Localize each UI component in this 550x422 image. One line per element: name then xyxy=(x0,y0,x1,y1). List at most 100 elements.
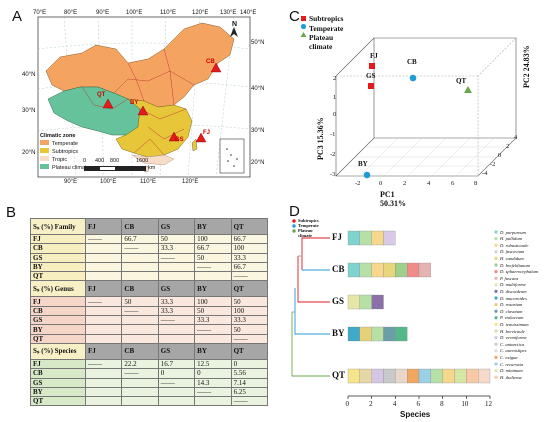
bar-segment-qt xyxy=(430,368,443,384)
species-legend-label: D. rosarium xyxy=(500,302,523,308)
row-label: CB xyxy=(30,243,86,254)
legend-item-subtropics: Subtropics xyxy=(40,148,90,156)
row-label: BY xyxy=(30,261,86,273)
table-cell: —— xyxy=(157,315,196,326)
table-cell: 50 xyxy=(230,324,269,335)
similarity-table-panel: Sₛ (%) Family FJ CB GS BY QT FJ —— 66.7 50 100 66.7… xyxy=(30,218,269,407)
species-legend-label: D. vermiforme xyxy=(500,335,527,341)
tree-branch xyxy=(301,237,330,270)
scale-tick-0: 0 xyxy=(83,158,87,164)
site-cb-label: CB xyxy=(206,59,215,65)
lon-tick-top-0: 70°E xyxy=(33,10,47,16)
column-header: GS xyxy=(157,280,196,298)
table-cell: 6.25 xyxy=(230,386,269,398)
column-header: BY xyxy=(194,342,232,360)
table-cell: 50 xyxy=(194,252,232,263)
lon-tick-top-5: 120°E xyxy=(192,10,209,16)
row-label: BY xyxy=(30,324,86,335)
table-cell xyxy=(121,261,159,273)
table-row: BY —— 66.7 xyxy=(30,261,269,273)
bar-segment-cb xyxy=(407,262,420,278)
legend-temperate-marker xyxy=(300,23,307,30)
tree-branch xyxy=(294,288,330,335)
table-cell: —— xyxy=(194,261,232,273)
species-legend-marker xyxy=(494,362,498,366)
species-legend-marker xyxy=(494,296,498,300)
panel-d-label: D xyxy=(289,203,300,220)
species-legend-label: H. pallidum xyxy=(500,236,522,242)
table-cell xyxy=(121,315,159,326)
bar-segment-cb xyxy=(383,262,396,278)
table-cell: —— xyxy=(84,296,123,307)
species-legend-label: H. candidum xyxy=(500,255,524,261)
bar-segment-qt xyxy=(347,368,360,384)
table-row: QT —— xyxy=(30,333,269,344)
table-cell: 100 xyxy=(194,296,232,307)
table-cell: 7.14 xyxy=(230,377,269,388)
column-header: FJ xyxy=(84,280,123,298)
bar-segment-qt xyxy=(407,368,420,384)
lat-tick-left-1: 30°N xyxy=(22,108,36,114)
species-legend-marker xyxy=(494,342,498,346)
pc3-tick-0: -3 xyxy=(330,171,336,178)
species-legend-label: D. mucoroides xyxy=(500,295,527,301)
species-legend-marker xyxy=(494,369,498,373)
scale-unit: km xyxy=(148,165,156,171)
china-climate-map xyxy=(37,16,251,178)
pca-point-fj xyxy=(369,63,375,69)
pca-point-by xyxy=(363,171,371,179)
table-cell xyxy=(84,243,123,254)
column-header: BY xyxy=(194,280,232,298)
bar-segment-qt xyxy=(371,368,384,384)
site-by-marker xyxy=(137,105,149,116)
table-cell xyxy=(84,333,123,344)
subtropics-swatch xyxy=(40,148,49,153)
table-cell: 22.2 xyxy=(121,358,159,370)
table-section-header: Sₛ (%) Family FJ CB GS BY QT xyxy=(30,218,269,235)
panel-b-label: B xyxy=(6,204,17,221)
species-legend-marker xyxy=(494,270,498,274)
lon-tick-top-2: 90°E xyxy=(96,10,110,16)
table-cell xyxy=(84,271,123,282)
table-row: FJ —— 66.7 50 100 66.7 xyxy=(30,233,269,245)
table-cell: —— xyxy=(84,358,123,370)
table-cell xyxy=(121,396,159,407)
table-cell xyxy=(157,271,196,282)
pca-point-cb xyxy=(409,74,417,82)
bar-segment-gs xyxy=(347,294,360,310)
table-cell xyxy=(157,386,196,398)
map-legend-title: Climatic zone xyxy=(40,133,76,139)
row-label: BY xyxy=(30,386,86,398)
column-header: FJ xyxy=(84,342,123,360)
table-cell: 0 xyxy=(194,368,232,379)
bar-segment-fj xyxy=(383,230,396,246)
table-cell: —— xyxy=(121,305,159,317)
table-cell xyxy=(121,324,159,335)
bar-segment-qt xyxy=(383,368,396,384)
map-legend: Climatic zone Temperate Subtropics Tropi… xyxy=(40,133,90,172)
species-legend-marker xyxy=(494,263,498,267)
table-cell: 33.3 xyxy=(230,252,269,263)
table-section-header: Sₛ (%) Species FJ CB GS BY QT xyxy=(30,342,269,360)
scale-tick-3: 1600 xyxy=(136,158,149,164)
legend-temperate-label: Temperate xyxy=(309,24,344,33)
species-legend-marker xyxy=(494,237,498,241)
x-tick-label: 4 xyxy=(392,400,397,408)
table-cell: 0 xyxy=(230,358,269,370)
table-cell xyxy=(121,252,159,263)
section-title: Sₛ (%) Species xyxy=(30,342,86,360)
bar-segment-qt xyxy=(478,368,491,384)
legend-plateau-label: Plateau climate xyxy=(309,33,334,51)
table-row: GS —— 50 33.3 xyxy=(30,252,269,263)
legend-plateau-marker xyxy=(300,32,307,37)
species-legend-label: C. aureostipes xyxy=(500,348,527,354)
table-cell: 66.7 xyxy=(121,233,159,245)
table-cell: 33.3 xyxy=(157,296,196,307)
row-label: CB xyxy=(30,305,86,317)
table-cell: 16.7 xyxy=(157,358,196,370)
bar-segment-fj xyxy=(371,230,384,246)
row-label: FJ xyxy=(30,358,86,370)
species-legend-label: C. exigua xyxy=(500,354,518,360)
column-header: QT xyxy=(230,218,269,235)
lat-tick-left-2: 20°N xyxy=(22,150,36,156)
